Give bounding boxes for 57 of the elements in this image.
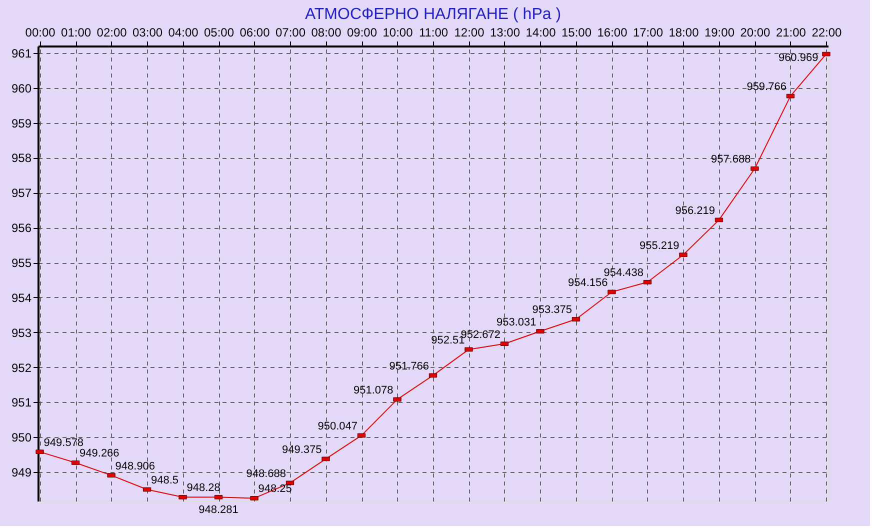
- x-tick-label: 11:00: [418, 26, 448, 40]
- x-tick-label: 08:00: [311, 26, 342, 40]
- data-label: 948.28: [186, 482, 220, 494]
- x-tick-label: 19:00: [704, 26, 735, 40]
- data-label: 955.219: [639, 240, 680, 252]
- x-tick-label: 18:00: [668, 26, 700, 40]
- x-tick-label: 05:00: [204, 26, 234, 40]
- x-tick-label: 04:00: [168, 26, 199, 40]
- y-tick-label: 958: [11, 151, 32, 166]
- x-tick-label: 03:00: [132, 26, 163, 40]
- x-tick-label: 07:00: [276, 26, 306, 40]
- data-label: 948.688: [246, 468, 286, 480]
- x-tick-label: 22:00: [812, 26, 842, 40]
- data-label: 949.266: [80, 448, 120, 460]
- chart-title: АТМОСФЕРНО НАЛЯГАНЕ ( hPa ): [304, 6, 562, 23]
- data-label: 949.375: [282, 444, 322, 456]
- data-label: 949.578: [44, 436, 84, 449]
- x-tick-label: 12:00: [454, 26, 485, 40]
- data-label: 957.688: [710, 154, 751, 166]
- y-tick-label: 949: [11, 466, 32, 480]
- data-label: 948.906: [115, 460, 156, 472]
- x-tick-label: 21:00: [776, 26, 806, 40]
- y-tick-label: 953: [11, 326, 32, 340]
- y-tick-label: 954: [11, 290, 32, 305]
- data-label: 959.766: [746, 81, 786, 94]
- y-tick-label: 961: [11, 46, 32, 60]
- x-tick-label: 16:00: [597, 26, 628, 40]
- data-label: 954.156: [568, 276, 608, 289]
- x-tick-label: 14:00: [526, 26, 556, 40]
- y-tick-label: 956: [11, 221, 32, 236]
- x-tick-label: 00:00: [25, 26, 56, 40]
- y-tick-label: 957: [11, 186, 32, 200]
- x-tick-label: 20:00: [740, 26, 771, 40]
- x-tick-label: 13:00: [490, 26, 520, 40]
- data-label: 956.219: [675, 204, 715, 217]
- data-label: 951.766: [389, 360, 429, 372]
- data-label: 951.078: [353, 384, 394, 396]
- x-tick-label: 17:00: [632, 26, 664, 40]
- x-tick-label: 01:00: [61, 26, 92, 40]
- y-tick-label: 952: [11, 360, 32, 375]
- y-tick-label: 955: [11, 256, 32, 270]
- data-label: 948.5: [151, 474, 179, 486]
- x-tick-label: 02:00: [96, 26, 128, 40]
- x-tick-label: 10:00: [382, 26, 414, 40]
- data-label: 948.281: [198, 504, 238, 516]
- data-label: 950.047: [318, 420, 358, 432]
- y-tick-label: 951: [11, 396, 32, 410]
- data-label: 954.438: [604, 267, 644, 280]
- y-tick-label: 959: [11, 116, 32, 130]
- data-label: 960.969: [778, 52, 818, 64]
- x-tick-label: 06:00: [240, 26, 270, 40]
- y-tick-label: 960: [11, 81, 32, 96]
- data-label: 953.031: [496, 316, 536, 328]
- x-tick-label: 15:00: [561, 26, 592, 40]
- y-tick-label: 950: [11, 430, 32, 445]
- x-tick-label: 09:00: [346, 26, 378, 40]
- data-label: 953.375: [532, 304, 572, 316]
